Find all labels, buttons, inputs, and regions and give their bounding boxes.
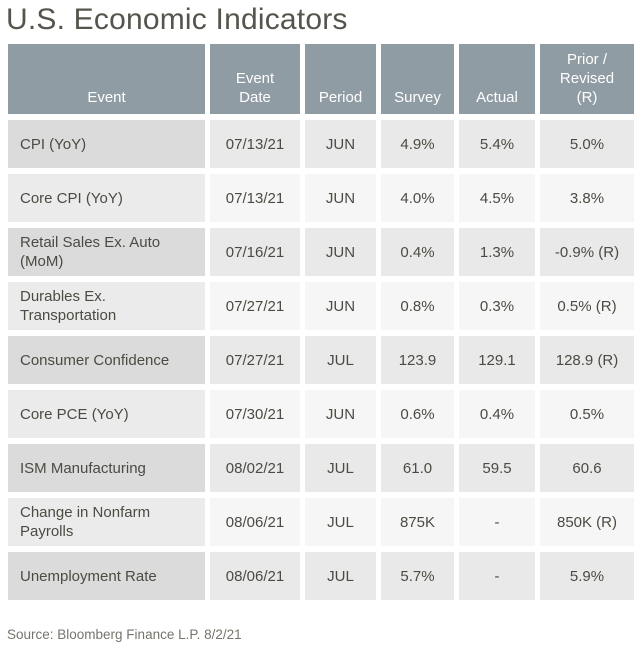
column-header-date: Event Date	[210, 44, 300, 114]
cell-date: 07/27/21	[210, 282, 300, 330]
page-title: U.S. Economic Indicators	[6, 3, 348, 36]
table-row: Core PCE (YoY) 07/30/21 JUN 0.6% 0.4% 0.…	[8, 390, 634, 438]
header-row: Event Event Date Period Survey Actual Pr…	[8, 44, 634, 114]
cell-date: 07/16/21	[210, 228, 300, 276]
cell-event: Retail Sales Ex. Auto (MoM)	[8, 228, 205, 276]
table-row: Change in Nonfarm Payrolls 08/06/21 JUL …	[8, 498, 634, 546]
cell-event: Change in Nonfarm Payrolls	[8, 498, 205, 546]
cell-event: Core CPI (YoY)	[8, 174, 205, 222]
cell-event: CPI (YoY)	[8, 120, 205, 168]
cell-period: JUN	[305, 174, 376, 222]
cell-survey: 123.9	[381, 336, 454, 384]
cell-event: ISM Manufacturing	[8, 444, 205, 492]
cell-date: 07/30/21	[210, 390, 300, 438]
source-note: Source: Bloomberg Finance L.P. 8/2/21	[7, 627, 242, 642]
cell-period: JUL	[305, 444, 376, 492]
cell-period: JUN	[305, 390, 376, 438]
column-header-survey: Survey	[381, 44, 454, 114]
cell-actual: 0.3%	[459, 282, 535, 330]
cell-prior: 850K (R)	[540, 498, 634, 546]
table-row: Durables Ex. Transportation 07/27/21 JUN…	[8, 282, 634, 330]
cell-prior: 5.9%	[540, 552, 634, 600]
cell-actual: 4.5%	[459, 174, 535, 222]
cell-period: JUN	[305, 228, 376, 276]
cell-survey: 61.0	[381, 444, 454, 492]
cell-actual: -	[459, 552, 535, 600]
cell-survey: 0.6%	[381, 390, 454, 438]
cell-date: 07/13/21	[210, 174, 300, 222]
table-row: CPI (YoY) 07/13/21 JUN 4.9% 5.4% 5.0%	[8, 120, 634, 168]
cell-date: 07/13/21	[210, 120, 300, 168]
cell-actual: 5.4%	[459, 120, 535, 168]
cell-prior: 0.5%	[540, 390, 634, 438]
cell-event: Durables Ex. Transportation	[8, 282, 205, 330]
cell-period: JUN	[305, 282, 376, 330]
cell-actual: 1.3%	[459, 228, 535, 276]
cell-survey: 4.9%	[381, 120, 454, 168]
table-row: Core CPI (YoY) 07/13/21 JUN 4.0% 4.5% 3.…	[8, 174, 634, 222]
cell-period: JUL	[305, 498, 376, 546]
cell-period: JUN	[305, 120, 376, 168]
cell-actual: 59.5	[459, 444, 535, 492]
table-header: Event Event Date Period Survey Actual Pr…	[8, 44, 634, 114]
table-body: CPI (YoY) 07/13/21 JUN 4.9% 5.4% 5.0% Co…	[8, 120, 634, 600]
table-row: ISM Manufacturing 08/02/21 JUL 61.0 59.5…	[8, 444, 634, 492]
column-header-actual: Actual	[459, 44, 535, 114]
cell-survey: 0.4%	[381, 228, 454, 276]
cell-date: 08/06/21	[210, 552, 300, 600]
cell-period: JUL	[305, 552, 376, 600]
cell-prior: -0.9% (R)	[540, 228, 634, 276]
cell-actual: -	[459, 498, 535, 546]
table-row: Retail Sales Ex. Auto (MoM) 07/16/21 JUN…	[8, 228, 634, 276]
cell-actual: 129.1	[459, 336, 535, 384]
cell-prior: 3.8%	[540, 174, 634, 222]
cell-date: 08/06/21	[210, 498, 300, 546]
column-header-period: Period	[305, 44, 376, 114]
cell-date: 08/02/21	[210, 444, 300, 492]
cell-actual: 0.4%	[459, 390, 535, 438]
cell-prior: 5.0%	[540, 120, 634, 168]
cell-date: 07/27/21	[210, 336, 300, 384]
cell-survey: 875K	[381, 498, 454, 546]
cell-survey: 4.0%	[381, 174, 454, 222]
table-row: Unemployment Rate 08/06/21 JUL 5.7% - 5.…	[8, 552, 634, 600]
cell-prior: 128.9 (R)	[540, 336, 634, 384]
economic-indicators-table: Event Event Date Period Survey Actual Pr…	[3, 38, 639, 606]
column-header-prior: Prior / Revised (R)	[540, 44, 634, 114]
cell-survey: 5.7%	[381, 552, 454, 600]
cell-period: JUL	[305, 336, 376, 384]
table-row: Consumer Confidence 07/27/21 JUL 123.9 1…	[8, 336, 634, 384]
cell-prior: 60.6	[540, 444, 634, 492]
column-header-event: Event	[8, 44, 205, 114]
cell-prior: 0.5% (R)	[540, 282, 634, 330]
cell-survey: 0.8%	[381, 282, 454, 330]
cell-event: Unemployment Rate	[8, 552, 205, 600]
cell-event: Core PCE (YoY)	[8, 390, 205, 438]
cell-event: Consumer Confidence	[8, 336, 205, 384]
